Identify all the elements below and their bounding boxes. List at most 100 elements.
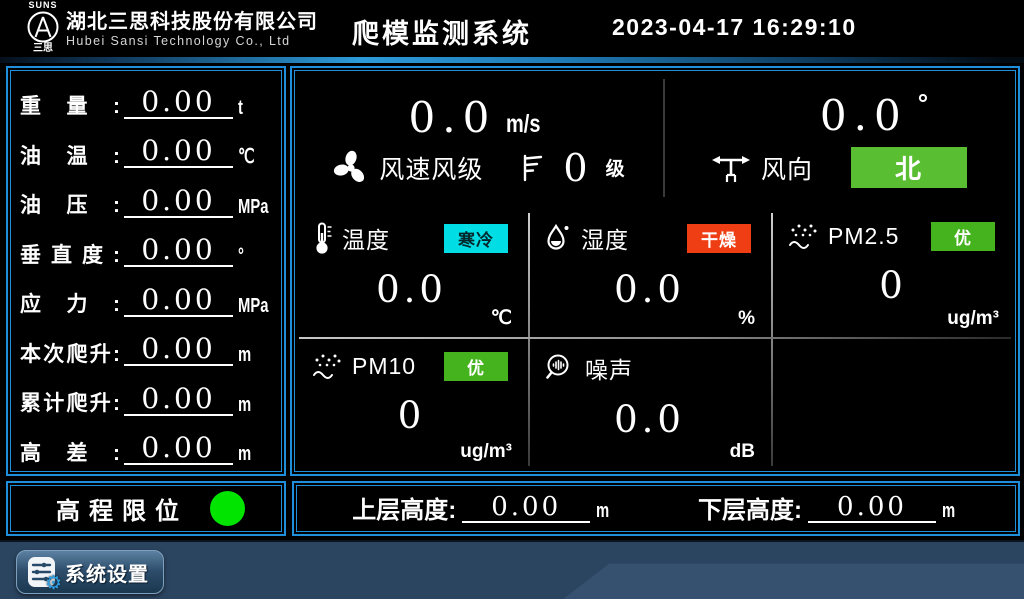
wind-grade-icon xyxy=(519,153,545,183)
grid-divider-horizontal xyxy=(299,337,1011,339)
measurement-unit: ° xyxy=(238,245,244,267)
upper-height-unit: m xyxy=(596,500,610,522)
sensor-cell-temperature: 温度 寒冷 0.0 ℃ xyxy=(295,208,528,338)
measurement-value: 0.00 xyxy=(124,186,233,218)
measurement-unit: m xyxy=(238,393,252,416)
system-settings-button[interactable]: ⚙ 系统设置 xyxy=(16,550,164,594)
measurement-unit: MPa xyxy=(238,294,269,317)
sensor-unit: dB xyxy=(729,441,755,462)
wind-grade-value: 0 xyxy=(563,145,588,190)
noise-icon xyxy=(544,352,576,384)
header: SUNS 三思 湖北三思科技股份有限公司 Hubei Sansi Technol… xyxy=(0,0,1024,57)
measurement-value: 0.00 xyxy=(124,285,233,317)
measurement-value: 0.00 xyxy=(124,434,233,465)
elevation-limit-panel: 高程限位 xyxy=(6,481,286,536)
grid-divider-vertical-1 xyxy=(528,213,530,466)
measurement-label: 本次爬升: xyxy=(20,342,120,366)
sensor-label: 湿度 xyxy=(581,227,629,253)
measurement-label: 累计爬升: xyxy=(20,392,120,416)
measurement-row-current-climb: 本次爬升: 0.00 m xyxy=(20,322,274,372)
measurement-label: 油温: xyxy=(20,144,120,168)
taskbar: ⚙ 系统设置 xyxy=(0,540,1024,599)
wind-direction-badge: 北 xyxy=(851,147,967,188)
sensor-cell-empty xyxy=(771,338,1015,471)
upper-height-label: 上层高度: xyxy=(352,496,457,524)
layer-heights-panel: 上层高度: 0.00 m 下层高度: 0.00 m xyxy=(292,481,1020,536)
wind-direction-label: 风向 xyxy=(760,155,813,184)
sensor-cell-humidity: 湿度 干燥 0.0 % xyxy=(528,208,771,338)
measurement-unit: ℃ xyxy=(238,146,255,168)
measurement-row-total-climb: 累计爬升: 0.00 m xyxy=(20,371,274,421)
dust-icon xyxy=(787,221,819,251)
lower-height-label: 下层高度: xyxy=(698,496,802,524)
measurement-unit: MPa xyxy=(238,195,269,218)
sensor-value: 0.0 xyxy=(376,268,447,311)
wind-speed-label: 风速风级 xyxy=(379,155,484,184)
settings-sliders-icon: ⚙ xyxy=(27,555,62,593)
elevation-limit-status-light xyxy=(210,491,245,526)
lower-height-value: 0.00 xyxy=(808,494,936,523)
wind-direction-value: 0.0 xyxy=(819,91,908,140)
measurement-label: 油压: xyxy=(20,194,120,218)
wind-grade-unit: 级 xyxy=(605,159,625,180)
sensor-cell-noise: 噪声 0.0 dB xyxy=(528,338,771,471)
sensor-value: 0 xyxy=(879,264,907,307)
taskbar-highlight xyxy=(563,563,1024,599)
measurement-unit: t xyxy=(238,96,243,119)
wind-section: 0.0 m/s 风速风级 xyxy=(295,71,1015,208)
sensor-cell-pm10: PM10 优 0 ug/m³ xyxy=(295,338,528,471)
sensor-status-badge: 寒冷 xyxy=(444,223,508,253)
wind-vane-icon xyxy=(711,151,751,185)
measurement-row-oil-pressure: 油压: 0.00 MPa xyxy=(20,173,274,223)
sensor-value: 0 xyxy=(397,394,426,437)
company-name-cn: 湖北三思科技股份有限公司 xyxy=(66,11,318,34)
sensor-unit: ug/m³ xyxy=(460,441,512,462)
measurement-label: 高差: xyxy=(20,441,120,465)
sensor-cell-pm25: PM2.5 优 0 ug/m³ xyxy=(771,208,1015,338)
header-divider-bar xyxy=(0,57,1024,63)
page-title: 爬模监测系统 xyxy=(352,19,532,49)
sensor-grid: 温度 寒冷 0.0 ℃ 湿度 干燥 xyxy=(295,208,1015,471)
environment-panel: 0.0 m/s 风速风级 xyxy=(290,66,1020,476)
logo-mark-icon xyxy=(26,10,60,44)
lower-height-group: 下层高度: 0.00 m xyxy=(698,494,960,523)
measurement-value: 0.00 xyxy=(124,384,233,416)
fan-icon xyxy=(333,150,369,186)
wind-speed-section: 0.0 m/s 风速风级 xyxy=(295,71,663,208)
logo-text-suns: SUNS xyxy=(28,0,58,10)
measurement-value: 0.00 xyxy=(124,335,233,366)
lower-height-unit: m xyxy=(942,500,956,522)
measurement-label: 重量: xyxy=(20,95,120,119)
grid-divider-vertical-2 xyxy=(771,213,773,466)
measurement-row-stress: 应力: 0.00 MPa xyxy=(20,272,274,322)
sensor-status-badge: 优 xyxy=(931,221,995,251)
logo-text-sansi: 三思 xyxy=(33,43,53,54)
thermometer-icon xyxy=(311,221,333,255)
sensor-label: PM10 xyxy=(352,352,417,379)
measurement-value: 0.00 xyxy=(124,236,233,267)
sensor-unit: ug/m³ xyxy=(947,308,999,329)
gear-icon: ⚙ xyxy=(44,572,62,594)
datetime-display: 2023-04-17 16:29:10 xyxy=(612,14,857,40)
sensor-status-badge: 干燥 xyxy=(687,223,751,253)
measurement-label: 垂直度: xyxy=(20,243,120,267)
wind-speed-unit: m/s xyxy=(506,109,541,138)
measurement-row-height-diff: 高差: 0.00 m xyxy=(20,421,274,471)
sensor-label: 温度 xyxy=(342,227,390,253)
wind-speed-value: 0.0 xyxy=(408,92,497,142)
settings-button-label: 系统设置 xyxy=(65,563,149,586)
sensor-value: 0.0 xyxy=(614,268,685,311)
measurement-row-oil-temp: 油温: 0.00 ℃ xyxy=(20,124,274,174)
wind-direction-unit: ° xyxy=(917,88,929,118)
dust-icon xyxy=(311,351,343,381)
measurement-label: 应力: xyxy=(20,293,120,317)
wind-section-divider xyxy=(663,79,665,197)
sensor-status-badge: 优 xyxy=(444,351,508,381)
sensor-unit: % xyxy=(738,308,755,329)
measurement-value: 0.00 xyxy=(124,87,233,119)
measurement-row-weight: 重量: 0.00 t xyxy=(20,74,274,124)
company-name-en: Hubei Sansi Technology Co., Ltd xyxy=(66,34,291,49)
elevation-limit-label: 高程限位 xyxy=(56,498,188,525)
sensor-label: PM2.5 xyxy=(828,222,900,249)
wind-direction-section: 0.0 ° 风向 北 xyxy=(663,71,1015,208)
